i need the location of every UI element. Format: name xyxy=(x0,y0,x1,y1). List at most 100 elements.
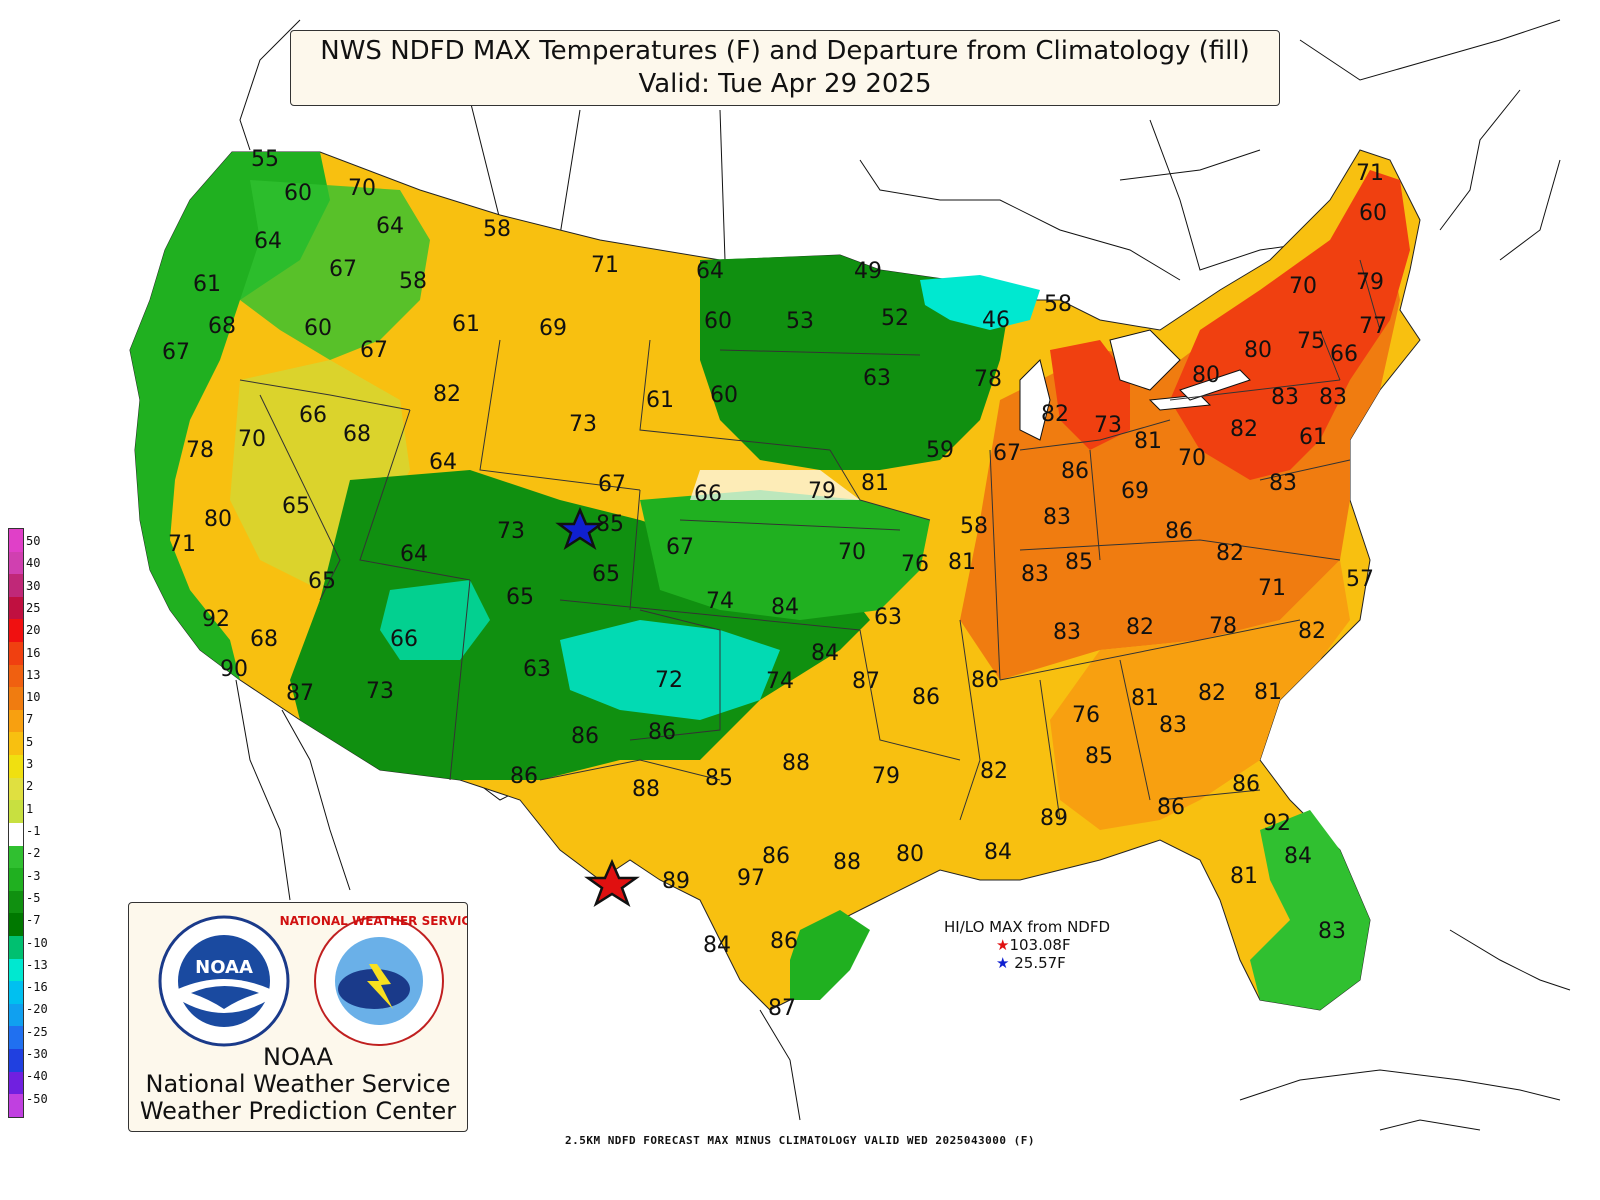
temperature-label: 80 xyxy=(1244,338,1272,363)
legend-level-label: -10 xyxy=(26,935,48,950)
temperature-label: 87 xyxy=(286,681,314,706)
legend-swatch xyxy=(9,800,23,823)
temperature-label: 86 xyxy=(1165,519,1193,544)
temperature-label: 85 xyxy=(705,766,733,791)
hilo-high-value: 103.08F xyxy=(1009,936,1071,954)
temperature-label: 71 xyxy=(591,253,619,278)
noaa-label: NOAA xyxy=(263,1043,333,1071)
temperature-label: 65 xyxy=(282,494,310,519)
map-footer: 2.5KM NDFD FORECAST MAX MINUS CLIMATOLOG… xyxy=(564,1134,1036,1147)
legend-swatch xyxy=(9,529,23,552)
temperature-label: 71 xyxy=(1356,161,1384,186)
temperature-label: 70 xyxy=(1178,446,1206,471)
temperature-label: 63 xyxy=(863,366,891,391)
svg-text:NATIONAL WEATHER SERVICE: NATIONAL WEATHER SERVICE xyxy=(280,914,467,928)
temperature-label: 81 xyxy=(1134,429,1162,454)
background-geography xyxy=(235,19,1571,1131)
temperature-label: 83 xyxy=(1271,385,1299,410)
temperature-label: 97 xyxy=(737,866,765,891)
legend-swatch xyxy=(9,913,23,936)
upper-lakes-cyan-zone xyxy=(920,275,1040,330)
temperature-label: 69 xyxy=(1121,479,1149,504)
legend-level-label: 30 xyxy=(26,578,41,593)
legend-level-label: -7 xyxy=(26,913,41,928)
temperature-label: 81 xyxy=(1230,864,1258,889)
temperature-label: 58 xyxy=(483,217,511,242)
hi-star-icon: ★ xyxy=(996,936,1010,954)
legend-level-label: -30 xyxy=(26,1047,48,1062)
cyan-utah-zone xyxy=(380,580,490,660)
temperature-label: 80 xyxy=(204,507,232,532)
lo-star-icon: ★ xyxy=(996,954,1010,972)
plains-white-zone xyxy=(690,470,860,500)
temperature-label: 76 xyxy=(901,552,929,577)
central-plains-cool-zone xyxy=(640,490,930,620)
temperature-label: 88 xyxy=(782,751,810,776)
temperature-label: 58 xyxy=(960,514,988,539)
temperature-label: 83 xyxy=(1053,620,1081,645)
legend-level-label: 20 xyxy=(26,623,41,638)
temperature-label: 82 xyxy=(980,759,1008,784)
temperature-label: 67 xyxy=(162,340,190,365)
legend-swatch xyxy=(9,958,23,982)
temperature-label: 81 xyxy=(861,471,889,496)
temperature-label: 83 xyxy=(1269,471,1297,496)
legend-level-label: 10 xyxy=(26,690,41,705)
temperature-label: 73 xyxy=(569,412,597,437)
legend-swatch xyxy=(9,574,23,597)
legend-level-label: -50 xyxy=(26,1091,48,1106)
temperature-label: 67 xyxy=(666,535,694,560)
temperature-label: 52 xyxy=(881,306,909,331)
temperature-label: 84 xyxy=(984,840,1012,865)
temperature-label: 86 xyxy=(762,844,790,869)
color-legend-bar xyxy=(8,528,24,1118)
temperature-label: 88 xyxy=(833,850,861,875)
temperature-label: 83 xyxy=(1159,713,1187,738)
temperature-label: 68 xyxy=(208,314,236,339)
legend-level-label: -3 xyxy=(26,868,41,883)
temperature-label: 86 xyxy=(510,764,538,789)
temperature-label: 55 xyxy=(251,147,279,172)
legend-swatch xyxy=(9,1094,23,1117)
hilo-panel: HI/LO MAX from NDFD ★103.08F ★ 25.57F xyxy=(944,918,1134,972)
hilo-low-value: 25.57F xyxy=(1014,954,1066,972)
temperature-label: 71 xyxy=(168,532,196,557)
temperature-label: 82 xyxy=(1230,417,1258,442)
temperature-label: 92 xyxy=(202,607,230,632)
temperature-label: 63 xyxy=(523,657,551,682)
legend-swatch xyxy=(9,1071,23,1095)
temperature-label: 84 xyxy=(771,595,799,620)
great-lakes xyxy=(1019,329,1251,441)
legend-level-label: -20 xyxy=(26,1002,48,1017)
agency-logo-box: NOAA NATIONAL WEATHER SERVICE NOAA Natio… xyxy=(128,902,468,1132)
legend-swatch xyxy=(9,935,23,959)
legend-swatch xyxy=(9,709,23,733)
temperature-label: 73 xyxy=(1094,413,1122,438)
temperature-label: 66 xyxy=(694,482,722,507)
lo-star-marker xyxy=(555,506,605,551)
hi-star-marker xyxy=(584,858,640,908)
legend-level-label: 50 xyxy=(26,534,41,548)
temperature-label: 53 xyxy=(786,309,814,334)
legend-level-label: 25 xyxy=(26,600,41,615)
temperature-label: 58 xyxy=(399,269,427,294)
legend-swatch xyxy=(9,551,23,575)
legend-swatch xyxy=(9,1003,23,1027)
legend-level-label: 3 xyxy=(26,757,34,772)
temperature-label: 82 xyxy=(1216,541,1244,566)
legend-swatch xyxy=(9,868,23,891)
legend-level-label: -2 xyxy=(26,846,41,861)
temperature-label: 63 xyxy=(874,605,902,630)
temperature-label: 46 xyxy=(982,308,1010,333)
nws-seal-icon: NATIONAL WEATHER SERVICE xyxy=(280,914,467,1046)
temperature-label: 83 xyxy=(1318,919,1346,944)
temperature-label: 57 xyxy=(1346,567,1374,592)
temperature-label: 82 xyxy=(1298,619,1326,644)
temperature-label: 75 xyxy=(1297,329,1325,354)
temperature-label: 73 xyxy=(497,519,525,544)
temperature-label: 78 xyxy=(1209,614,1237,639)
temperature-label: 84 xyxy=(811,641,839,666)
northwest-green-zone xyxy=(240,180,430,360)
